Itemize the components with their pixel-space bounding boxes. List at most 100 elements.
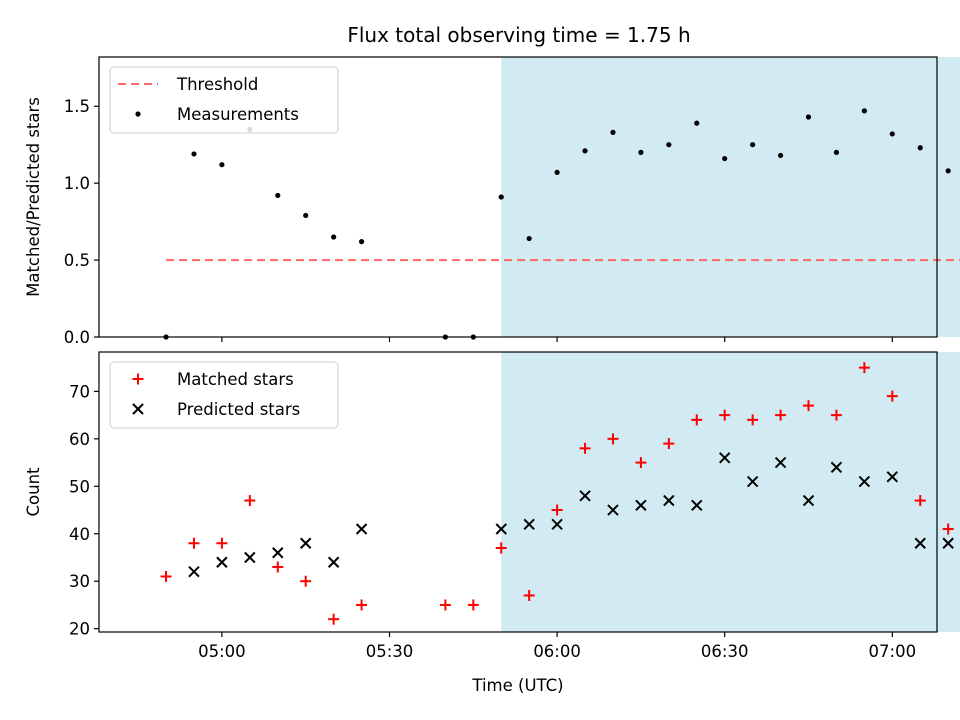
data-point [272,561,284,573]
legend-swatch [135,111,141,117]
data-point [638,149,644,155]
bottom-panel: 20304050607005:0005:3006:0006:3007:0007:… [24,351,960,695]
data-point [858,362,870,374]
data-point [495,542,507,554]
legend-swatch [132,373,144,385]
y-axis-label: Count [24,467,43,517]
data-point [467,599,479,611]
data-point [886,390,898,402]
legend: Matched stars Predicted stars [109,361,339,429]
legend-swatch [132,403,144,415]
data-point [275,192,281,199]
plot-frame [98,351,938,633]
data-point [861,108,867,114]
data-point [495,523,507,535]
data-point [331,234,337,240]
legend-label: Predicted stars [177,400,300,419]
data-point [607,504,619,516]
data-point [244,551,256,564]
x-axis-label: Time (UTC) [471,676,563,695]
data-point [663,494,675,507]
data-point [945,168,951,174]
data-point [802,494,815,507]
data-point [303,212,309,219]
y-tick-label: 1.5 [64,97,90,116]
data-point [579,490,591,502]
data-point [635,499,647,511]
data-point [889,131,895,137]
y-axis-label: Matched/Predicted stars [24,97,43,297]
data-point [498,194,504,200]
data-point [160,570,172,582]
data-point [691,414,703,426]
data-point [328,613,340,625]
y-tick-label: 20 [69,620,90,639]
data-point [554,169,560,175]
data-point [719,409,731,421]
data-point [805,114,812,120]
data-point [216,556,228,568]
data-point [244,495,256,507]
data-point [666,142,672,148]
legend-label: Measurements [177,105,299,124]
data-point [582,148,588,154]
plot-frame [98,56,938,338]
data-point [188,537,200,549]
data-point [272,547,284,559]
data-point [191,151,197,157]
y-tick-label: 50 [69,477,90,496]
data-point [942,537,954,549]
legend-box [109,66,339,134]
y-tick-label: 0.5 [64,251,90,270]
x-tick-label: 05:00 [198,642,246,661]
data-point [610,129,616,135]
data-point [691,499,703,511]
legend-label: Matched stars [177,370,294,389]
data-point [694,120,700,126]
series-predicted-stars [188,452,954,578]
data-point [886,471,899,483]
y-tick-label: 0.0 [64,328,90,347]
data-point [523,589,535,601]
data-point [942,523,954,535]
data-point [355,523,368,535]
x-tick-label: 05:30 [366,642,414,661]
observing-window-shade [501,57,960,337]
data-point [299,537,312,549]
data-point [858,475,871,488]
data-point [746,475,759,488]
data-point [774,456,787,469]
data-point [777,152,784,159]
legend: Threshold Measurements [109,66,339,134]
data-point [663,438,675,450]
data-point [830,409,842,421]
x-tick-label: 07:00 [869,642,917,661]
y-tick-label: 1.0 [64,174,90,193]
data-point [526,235,532,242]
y-tick-label: 40 [69,525,90,544]
data-point [775,409,787,421]
y-tick-label: 60 [69,430,90,449]
legend-label: Threshold [176,75,258,94]
data-point [722,155,728,162]
data-point [216,537,228,549]
data-point [833,149,840,155]
data-point [551,518,563,530]
data-point [830,461,843,474]
data-point [718,452,731,464]
data-point [300,575,312,587]
data-point [750,142,756,148]
data-point [439,599,451,611]
data-point [914,495,926,507]
data-point [188,566,200,578]
data-point [803,400,815,412]
y-tick-label: 30 [69,572,90,591]
data-point [607,433,619,445]
x-tick-label: 06:00 [533,642,581,661]
top-panel: 0.0 0.5 1.0 1.5 Matched/Predicted stars Thres… [24,56,960,347]
chart-title: Flux total observing time = 1.75 h [347,23,690,47]
data-point [219,162,225,168]
data-point [551,504,563,516]
data-point [356,599,368,611]
data-point [917,145,923,151]
